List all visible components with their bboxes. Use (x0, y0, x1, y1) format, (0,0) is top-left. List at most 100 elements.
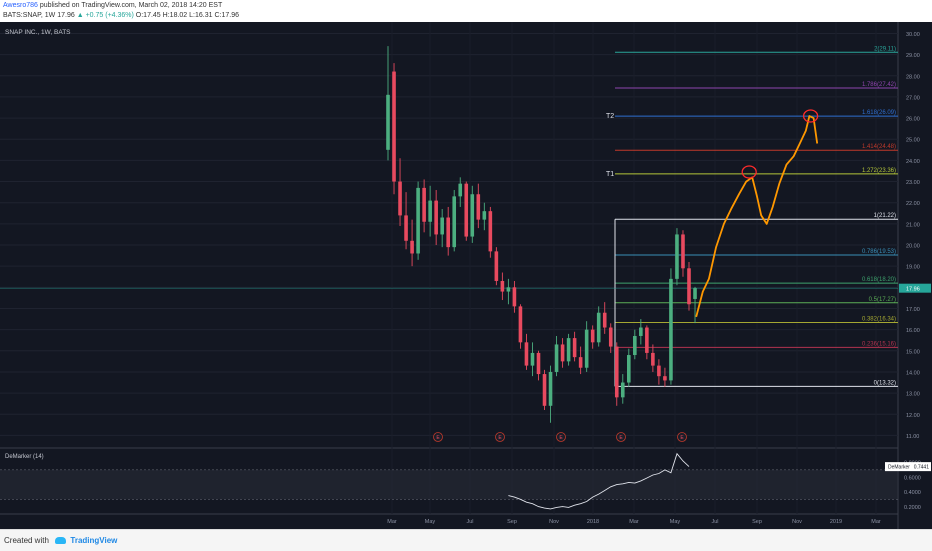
earnings-marker[interactable] (433, 432, 443, 442)
price-tick-label: 24.00 (906, 159, 920, 165)
candle-body[interactable] (422, 187, 426, 222)
price-tick-label: 20.00 (906, 244, 920, 250)
fib-level-label: 0(13.32) (874, 380, 896, 386)
candle-body[interactable] (669, 278, 673, 381)
candle-body[interactable] (681, 234, 685, 269)
candle-body[interactable] (482, 211, 487, 220)
price-tick-label: 19.00 (906, 265, 920, 271)
candle-body[interactable] (614, 346, 619, 398)
candle-body[interactable] (548, 371, 553, 406)
candle-body[interactable] (657, 365, 661, 377)
earnings-marker[interactable] (556, 432, 566, 442)
author-link[interactable]: Awesro786 (3, 2, 38, 9)
candle-body[interactable] (506, 287, 511, 292)
candle-body[interactable] (651, 352, 655, 366)
price-tick-label: 12.00 (906, 413, 920, 419)
last-price-text: 17.96 (906, 286, 920, 292)
open-label: O:17.45 (135, 12, 161, 19)
time-tick-label: Sep (752, 519, 762, 525)
time-tick-label: Nov (792, 519, 802, 525)
tradingview-brand-link[interactable]: TradingView (70, 536, 118, 545)
fib-level-label: 1.618(26.09) (862, 110, 896, 116)
candle-body[interactable] (627, 355, 631, 383)
candle-body[interactable] (488, 211, 493, 252)
target-label: T1 (606, 171, 614, 178)
candle-body[interactable] (536, 352, 541, 375)
candle-body[interactable] (470, 194, 475, 237)
candle-body[interactable] (620, 382, 625, 398)
candle-body[interactable] (554, 344, 559, 372)
candle-body[interactable] (494, 251, 499, 281)
candle-body[interactable] (675, 234, 679, 279)
low-label: L:16.31 (189, 12, 213, 19)
tradingview-logo-icon (55, 537, 67, 545)
candle-body[interactable] (633, 335, 637, 356)
candle-body[interactable] (578, 357, 583, 368)
candle-body[interactable] (518, 306, 523, 343)
price-tick-label: 25.00 (906, 138, 920, 144)
price-tick-label: 22.00 (906, 201, 920, 207)
candle-body[interactable] (476, 194, 481, 220)
price-tick-label: 13.00 (906, 392, 920, 398)
fib-level-label: 1.786(27.42) (862, 82, 896, 88)
candle-body[interactable] (530, 352, 535, 366)
fib-level-label: 0.786(19.53) (862, 249, 896, 255)
price-tick-label: 23.00 (906, 180, 920, 186)
demarker-value-badge (885, 462, 931, 472)
fib-level-label: 0.382(16.34) (862, 316, 896, 322)
time-tick-label: Jul (466, 519, 473, 525)
high-label: H:18.02 (162, 12, 188, 19)
fib-level-label: 0.618(18.20) (862, 277, 896, 283)
osc-tick-label: 0.4000 (904, 490, 921, 496)
earnings-marker[interactable] (677, 432, 687, 442)
publish-info: published on TradingView.com, March 02, … (39, 2, 223, 9)
candle-body[interactable] (572, 338, 577, 358)
candle-body[interactable] (464, 183, 469, 237)
candle-body[interactable] (434, 200, 438, 235)
earnings-marker[interactable] (495, 432, 505, 442)
fib-level-label: 2(29.11) (874, 46, 896, 52)
price-tick-label: 15.00 (906, 349, 920, 355)
candle-body[interactable] (608, 327, 613, 347)
change-label: ▲ +0.75 (+4.36%) (76, 12, 134, 19)
fib-level-label: 0.5(17.27) (869, 297, 896, 303)
price-tick-label: 27.00 (906, 95, 920, 101)
chart-area[interactable]: 11.0012.0013.0014.0015.0016.0017.0018.00… (0, 22, 932, 529)
candle-body[interactable] (386, 94, 390, 150)
candle-body[interactable] (602, 312, 607, 328)
candle-body[interactable] (560, 344, 565, 362)
candle-body[interactable] (524, 342, 529, 366)
candle-body[interactable] (410, 240, 414, 254)
candle-body[interactable] (687, 268, 691, 305)
chart-background (0, 22, 932, 529)
candle-body[interactable] (398, 181, 402, 216)
candle-body[interactable] (693, 288, 697, 299)
time-tick-label: May (425, 519, 436, 525)
candle-body[interactable] (446, 217, 450, 248)
publish-header: Awesro786 published on TradingView.com, … (0, 0, 932, 22)
candle-body[interactable] (584, 329, 589, 368)
chart-svg[interactable]: 11.0012.0013.0014.0015.0016.0017.0018.00… (0, 22, 932, 529)
candle-body[interactable] (512, 287, 517, 307)
candle-body[interactable] (440, 217, 444, 235)
fib-level-label: 1.272(23.36) (862, 168, 896, 174)
candle-body[interactable] (458, 183, 463, 197)
time-tick-label: Sep (507, 519, 517, 525)
candle-body[interactable] (645, 327, 649, 353)
earnings-marker[interactable] (616, 432, 626, 442)
candle-body[interactable] (500, 280, 505, 292)
candle-body[interactable] (566, 338, 571, 362)
candle-body[interactable] (596, 312, 601, 343)
candle-body[interactable] (416, 187, 420, 254)
osc-tick-label: 0.6000 (904, 475, 921, 481)
candle-body[interactable] (590, 329, 595, 343)
candle-body[interactable] (663, 376, 667, 381)
candle-body[interactable] (392, 71, 396, 182)
candle-body[interactable] (404, 215, 408, 241)
candle-body[interactable] (639, 327, 643, 336)
candle-body[interactable] (428, 200, 432, 222)
time-tick-label: Mar (629, 519, 639, 525)
price-tick-label: 16.00 (906, 328, 920, 334)
candle-body[interactable] (542, 374, 547, 406)
candle-body[interactable] (452, 196, 457, 248)
